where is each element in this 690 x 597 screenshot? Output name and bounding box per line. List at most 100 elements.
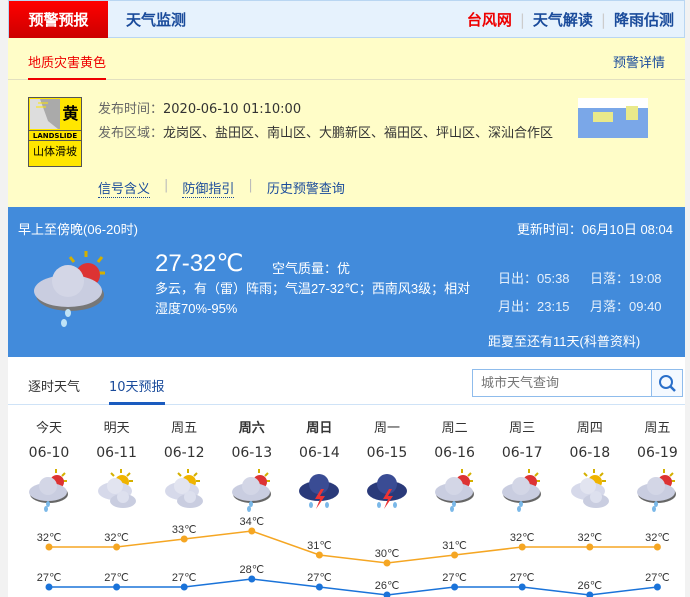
low-temp-point: [315, 583, 323, 591]
city-search: [472, 369, 683, 397]
weekday: 周一: [373, 421, 400, 436]
low-temp-label: 27℃: [442, 572, 467, 584]
low-temp-label: 28℃: [240, 564, 265, 576]
tab-weather-monitor[interactable]: 天气监测: [126, 10, 187, 29]
solstice-link[interactable]: 距夏至还有11天(科普资料): [488, 334, 641, 349]
low-temp-label: 26℃: [578, 580, 603, 592]
date: 06-19: [637, 445, 678, 461]
high-temp-label: 32℃: [578, 532, 603, 544]
low-temp-label: 27℃: [307, 572, 332, 584]
date: 06-15: [366, 445, 408, 461]
high-temp-point: [180, 535, 188, 543]
high-temp-point: [653, 543, 661, 551]
top-nav: 预警预报 天气监测 台风网 | 天气解读 | 降雨估测: [8, 0, 685, 38]
air-quality: 空气质量：优: [272, 261, 351, 276]
low-temp-point: [586, 591, 594, 597]
low-temp-point: [248, 575, 256, 583]
weekday: 周日: [306, 421, 333, 436]
ten-day-forecast: 今天 06-10 明天 06-11 周五 06-12 周六 06-13 周日 06-14 周一 06-…: [8, 405, 685, 597]
high-temp-point: [315, 551, 323, 559]
weekday: 周三: [509, 421, 536, 436]
weather-interpret-link[interactable]: 天气解读: [532, 11, 593, 29]
high-temp-line: [49, 530, 658, 564]
defense-guide-link[interactable]: 防御指引: [182, 178, 235, 198]
weekday: 周五: [171, 421, 198, 436]
landslide-warning-sign: 黄 LANDSLIDE 山体滑坡: [28, 97, 82, 167]
date: 06-16: [434, 445, 475, 461]
moonset: 月落：09:40: [590, 299, 662, 314]
divider: |: [519, 10, 525, 29]
thunder-icon: [367, 474, 407, 509]
history-warning-link[interactable]: 历史预警查询: [266, 182, 345, 197]
tab-hourly[interactable]: 逐时天气: [28, 380, 81, 395]
weekday: 周二: [441, 421, 468, 436]
rain-icon: [29, 469, 68, 512]
weather-description: 多云，有（雷）阵雨；气温27-32℃；西南风3级；相对湿度70%-95%: [155, 281, 471, 316]
weekday: 周六: [238, 421, 265, 436]
publish-area: 龙岗区、盐田区、南山区、大鹏新区、福田区、坪山区、深汕合作区: [163, 126, 554, 141]
time-label: 发布时间：: [98, 102, 164, 117]
high-temp-label: 34℃: [240, 516, 265, 528]
search-button[interactable]: [651, 370, 682, 396]
date: 06-11: [96, 445, 137, 461]
tab-10day[interactable]: 10天预报: [109, 376, 165, 405]
high-temp-point: [248, 527, 256, 535]
sign-level: 黄: [62, 104, 79, 123]
rain-icon: [502, 469, 542, 512]
low-temp-point: [653, 583, 661, 591]
today-temp: 27-32℃: [155, 250, 244, 277]
typhoon-link[interactable]: 台风网: [466, 11, 512, 29]
high-temp-label: 31℃: [307, 540, 332, 552]
date: 06-18: [569, 445, 611, 461]
warning-info: 发布时间：2020-06-10 01:10:00 发布区域：龙岗区、盐田区、南山…: [98, 98, 568, 146]
high-temp-label: 32℃: [37, 532, 62, 544]
low-temp-line: [49, 578, 658, 596]
warning-panel: 地质灾害黄色 预警详情 黄 LANDSLIDE 山体滑坡 发布时间：2020-0…: [8, 38, 685, 207]
low-temp-point: [180, 583, 188, 591]
sign-cn: 山体滑坡: [33, 145, 77, 158]
signal-meaning-link[interactable]: 信号含义: [98, 178, 151, 198]
low-temp-label: 27℃: [645, 572, 670, 584]
landslide-icon: [30, 99, 60, 129]
date: 06-14: [299, 445, 340, 461]
area-label: 发布区域：: [98, 126, 164, 141]
high-temp-label: 33℃: [172, 524, 197, 536]
sign-en: LANDSLIDE: [29, 130, 81, 141]
cloudy-icon: [97, 469, 136, 508]
publish-time: 2020-06-10 01:10:00: [163, 102, 302, 117]
tab-warning-forecast[interactable]: 预警预报: [9, 0, 108, 38]
date: 06-12: [163, 445, 205, 461]
sunrise: 日出：05:38: [498, 271, 570, 286]
weekday: 周五: [644, 421, 671, 436]
warning-detail-link[interactable]: 预警详情: [612, 56, 665, 71]
weekday: 明天: [103, 421, 130, 436]
high-temp-point: [451, 551, 459, 559]
high-temp-label: 32℃: [510, 532, 535, 544]
partly-cloudy-rain-icon: [34, 251, 105, 327]
rain-icon: [637, 469, 677, 512]
thunder-icon: [299, 474, 340, 509]
low-temp-label: 27℃: [172, 572, 197, 584]
city-search-input[interactable]: [473, 370, 651, 396]
warning-map-thumbnail[interactable]: [578, 98, 648, 138]
warning-tab[interactable]: 地质灾害黄色: [28, 52, 107, 80]
low-temp-label: 27℃: [37, 572, 62, 584]
divider: |: [248, 178, 253, 193]
high-temp-label: 30℃: [375, 548, 400, 560]
low-temp-label: 27℃: [510, 572, 535, 584]
high-temp-point: [518, 543, 526, 551]
divider: |: [164, 178, 169, 193]
rain-icon: [231, 469, 271, 512]
period: 早上至傍晚(06-20时): [18, 222, 138, 237]
low-temp-point: [113, 583, 121, 591]
low-temp-label: 27℃: [104, 572, 129, 584]
temperature-chart: 32℃ 32℃ 33℃ 34℃ 31℃ 30℃ 31℃ 32℃ 32℃ 32℃ 27℃ 27℃ 27℃ 2…: [37, 516, 670, 597]
update-time: 更新时间：06月10日 08:04: [516, 222, 673, 237]
rain-estimate-link[interactable]: 降雨估测: [613, 11, 674, 29]
rain-icon: [434, 469, 474, 512]
low-temp-point: [45, 583, 53, 591]
today-weather: 早上至傍晚(06-20时) 更新时间：06月10日 08:04 27-32℃ 空…: [8, 207, 685, 357]
date: 06-13: [231, 445, 273, 461]
date: 06-17: [501, 445, 543, 461]
low-temp-point: [451, 583, 459, 591]
